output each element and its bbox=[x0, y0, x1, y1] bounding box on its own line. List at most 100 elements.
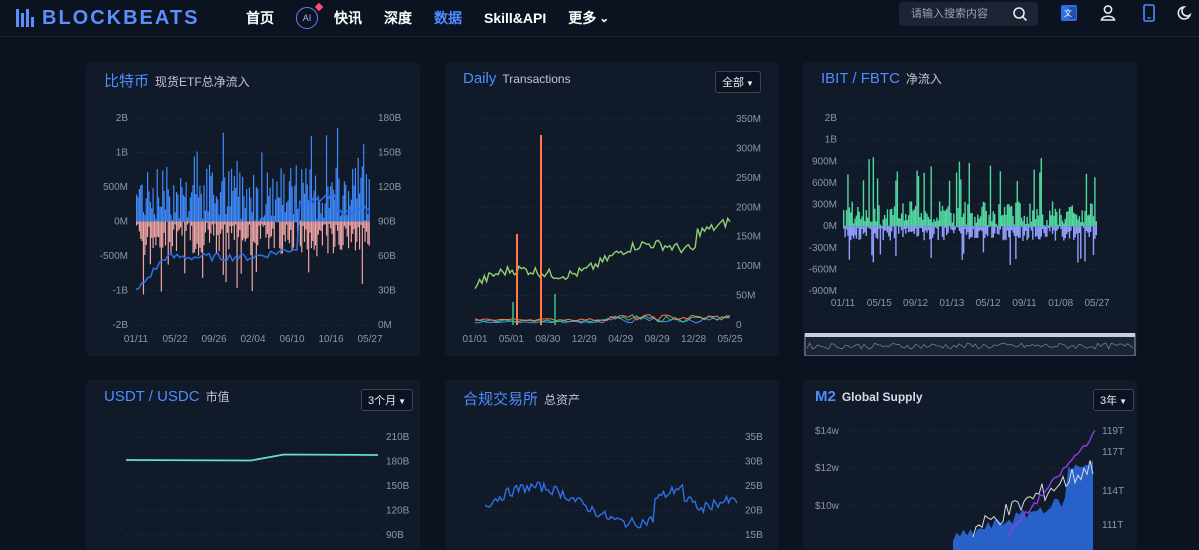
outflow-bar bbox=[294, 222, 295, 223]
ibit-bar bbox=[1053, 216, 1054, 226]
fbtc-bar bbox=[1048, 226, 1049, 228]
fbtc-bar bbox=[1087, 226, 1088, 233]
outflow-bar bbox=[143, 222, 144, 295]
outflow-bar bbox=[320, 222, 321, 232]
fbtc-bar bbox=[915, 226, 916, 228]
fbtc-bar bbox=[1041, 226, 1042, 236]
ibit-bar bbox=[952, 223, 953, 227]
btc-etf-chart[interactable]: 2B1B500M0M-500M-1B-2B180B150B120B90B60B3… bbox=[86, 62, 420, 356]
outflow-bar bbox=[179, 222, 180, 230]
inflow-bar bbox=[292, 187, 293, 222]
ibit-bar bbox=[890, 209, 891, 226]
outflow-bar bbox=[210, 222, 211, 234]
outflow-bar bbox=[188, 222, 189, 223]
inflow-bar bbox=[191, 192, 192, 221]
user-icon[interactable] bbox=[1098, 3, 1118, 23]
outflow-bar bbox=[221, 222, 222, 230]
ibit-bar bbox=[946, 209, 947, 226]
nav-item-more[interactable]: 更多 ⌄ bbox=[568, 8, 609, 28]
ibit-bar bbox=[1083, 222, 1084, 226]
fbtc-bar bbox=[983, 226, 984, 252]
inflow-bar bbox=[253, 175, 254, 222]
search-input[interactable] bbox=[899, 7, 1013, 21]
y-right-tick-label: 350M bbox=[736, 114, 761, 125]
fbtc-bar bbox=[1035, 226, 1036, 237]
inflow-bar bbox=[231, 169, 232, 222]
fbtc-bar bbox=[1057, 226, 1058, 229]
fbtc-bar bbox=[1067, 226, 1068, 232]
inflow-bar bbox=[177, 194, 178, 221]
fbtc-bar bbox=[1055, 226, 1056, 240]
x-tick-label: 01/11 bbox=[124, 334, 149, 345]
ibit-bar bbox=[1001, 215, 1002, 226]
inflow-bar bbox=[267, 173, 268, 222]
outflow-bar bbox=[161, 222, 162, 292]
ibit-bar bbox=[994, 214, 995, 226]
fbtc-bar bbox=[921, 226, 922, 228]
ibit-bar bbox=[1034, 170, 1035, 226]
ibit-bar bbox=[884, 215, 885, 226]
fbtc-bar bbox=[1031, 226, 1032, 230]
x-tick-label: 01/08 bbox=[1048, 298, 1073, 309]
ibit-bar bbox=[1000, 171, 1001, 226]
ibit-bar bbox=[880, 225, 881, 227]
outflow-bar bbox=[230, 222, 231, 227]
nav-item-skill-api[interactable]: Skill&API bbox=[484, 10, 546, 26]
outflow-bar bbox=[351, 222, 352, 243]
outflow-bar bbox=[186, 222, 187, 231]
fbtc-bar bbox=[970, 226, 971, 237]
outflow-bar bbox=[364, 222, 365, 242]
outflow-bar bbox=[184, 222, 185, 274]
fbtc-bar bbox=[957, 226, 958, 227]
ibit-bar bbox=[919, 217, 920, 226]
fbtc-bar bbox=[904, 226, 905, 229]
nav-item-flash[interactable]: 快讯 bbox=[334, 8, 362, 28]
y-left-tick-label: 300M bbox=[812, 200, 837, 211]
fbtc-bar bbox=[1045, 226, 1046, 237]
ai-icon[interactable]: AI bbox=[296, 7, 318, 29]
inflow-bar bbox=[180, 178, 181, 221]
translate-icon[interactable]: 文 bbox=[1059, 3, 1079, 23]
outflow-bar bbox=[191, 222, 192, 226]
outflow-bar bbox=[265, 222, 266, 238]
outflow-bar bbox=[164, 222, 165, 233]
ibit-bar bbox=[1055, 209, 1056, 226]
fbtc-bar bbox=[890, 226, 891, 240]
outflow-bar bbox=[205, 222, 206, 233]
outflow-bar bbox=[285, 222, 286, 242]
fbtc-bar bbox=[899, 226, 900, 227]
fbtc-bar bbox=[933, 226, 934, 234]
ibit-bar bbox=[926, 214, 927, 226]
fbtc-bar bbox=[851, 226, 852, 236]
fbtc-bar bbox=[884, 226, 885, 231]
outflow-bar bbox=[325, 222, 326, 225]
outflow-bar bbox=[264, 222, 265, 226]
fbtc-bar bbox=[1060, 226, 1061, 229]
outflow-bar bbox=[287, 222, 288, 240]
y-right-tick-label: 119T bbox=[1102, 426, 1124, 437]
y-right-tick-label: 180B bbox=[378, 113, 402, 124]
blockbeats-logo[interactable]: BLOCKBEATS bbox=[16, 5, 199, 31]
ibit-bar bbox=[993, 211, 994, 226]
dark-mode-icon[interactable] bbox=[1176, 3, 1196, 23]
nav-item-depth[interactable]: 深度 bbox=[384, 8, 412, 28]
ibit-bar bbox=[902, 203, 903, 226]
fbtc-bar bbox=[885, 226, 886, 230]
nav-item-data[interactable]: 数据 bbox=[434, 8, 462, 28]
nav-item-home[interactable]: 首页 bbox=[246, 8, 274, 28]
outflow-bar bbox=[165, 222, 166, 246]
fbtc-bar bbox=[938, 226, 939, 240]
outflow-bar bbox=[245, 222, 246, 242]
fbtc-bar bbox=[950, 226, 951, 229]
inflow-bar bbox=[331, 182, 332, 221]
mobile-app-icon[interactable] bbox=[1139, 3, 1159, 23]
search-icon[interactable] bbox=[1012, 6, 1028, 22]
ibit-bar bbox=[1038, 216, 1039, 227]
outflow-bar bbox=[208, 222, 209, 230]
